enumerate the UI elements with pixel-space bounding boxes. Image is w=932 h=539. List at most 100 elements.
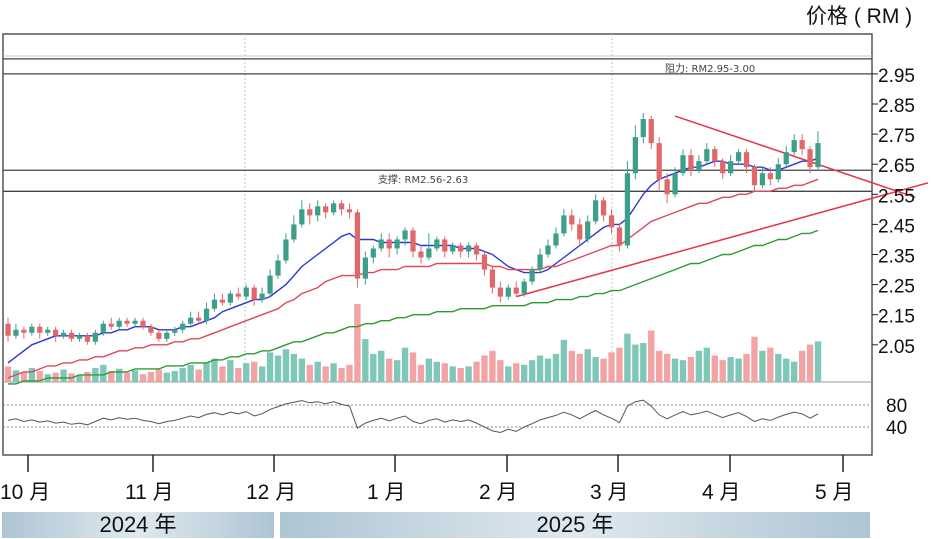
candle: [529, 266, 535, 285]
volume-bar: [393, 360, 401, 382]
trendline-0: [674, 115, 916, 199]
volume-bar: [568, 350, 575, 382]
candle: [593, 194, 599, 225]
candle: [600, 197, 607, 222]
candle-body: [84, 335, 91, 342]
candle: [323, 203, 329, 219]
candle: [616, 224, 623, 252]
volume-bar: [60, 369, 67, 382]
volume-bar: [783, 358, 790, 382]
volume-bar: [441, 363, 448, 382]
volume-bar: [274, 355, 282, 382]
candle: [164, 329, 170, 342]
candle: [227, 290, 233, 306]
candle: [791, 134, 797, 156]
volume-bar: [521, 364, 528, 382]
volume-bar: [536, 355, 544, 382]
candle-body: [600, 200, 607, 216]
volume-bar: [155, 369, 163, 382]
candle-body: [561, 215, 567, 234]
candle: [203, 302, 210, 324]
volume-bar: [211, 358, 218, 382]
candle-body: [593, 200, 599, 222]
volume-bar: [544, 358, 552, 382]
candle: [553, 227, 559, 249]
candle-body: [775, 164, 781, 180]
volume-bar: [687, 357, 695, 382]
candle-body: [338, 203, 345, 210]
candle: [307, 203, 313, 225]
axes: 2.05 2.15 2.25 2.35 2.45 2.55 2.65 2.75 2.85 2.95…: [0, 66, 915, 504]
candle-body: [172, 329, 178, 333]
moving-average-line-1: [7, 178, 819, 379]
candle-body: [60, 332, 67, 336]
volume-bar: [791, 361, 798, 382]
candle-body: [712, 149, 718, 162]
volume-bar: [76, 374, 83, 382]
candle: [267, 269, 273, 297]
candle-body: [537, 254, 543, 270]
candle: [354, 209, 361, 288]
candle-body: [616, 227, 623, 246]
candle-body: [156, 332, 162, 339]
candle: [569, 209, 575, 231]
candle: [235, 287, 241, 300]
candle: [68, 329, 75, 342]
candle-body: [696, 161, 702, 171]
candle-body: [751, 167, 758, 186]
candle-body: [76, 335, 83, 339]
candle-body: [434, 239, 440, 249]
candle: [434, 236, 440, 252]
candle: [188, 311, 194, 327]
candle-body: [29, 326, 35, 333]
candlesticks: [5, 113, 821, 345]
volume-bar: [84, 371, 91, 382]
candle-body: [188, 317, 194, 324]
volume-bar: [671, 358, 679, 382]
candle-body: [307, 209, 313, 216]
volume-bar: [481, 355, 488, 382]
volume-bar: [282, 349, 290, 382]
volume-bar: [139, 374, 147, 382]
candle-body: [791, 140, 797, 153]
candle: [497, 281, 503, 303]
candle: [743, 149, 750, 174]
volume-bar: [632, 344, 639, 382]
rsi-line: [7, 399, 819, 434]
candle-body: [362, 257, 368, 279]
candle-body: [513, 287, 519, 294]
x-tick-label: 2 月: [479, 481, 518, 504]
volume-bar: [346, 364, 353, 382]
candle: [60, 329, 67, 339]
candle: [386, 233, 392, 258]
candle-body: [704, 149, 710, 162]
candle: [338, 200, 345, 216]
volume-bar: [36, 371, 43, 382]
year-band-2024: 2024 年: [2, 512, 274, 538]
moving-average-line-0: [7, 157, 819, 364]
candle-body: [386, 239, 392, 249]
candle-body: [648, 119, 654, 144]
volume-bar: [266, 352, 274, 382]
y-tick-label: 2.75: [878, 126, 915, 147]
candle: [275, 254, 281, 279]
candle: [680, 149, 686, 177]
candle-body: [505, 287, 511, 297]
candle-body: [553, 233, 559, 246]
volume-bar: [457, 367, 464, 382]
candle-body: [235, 293, 241, 297]
volume-bar: [775, 353, 782, 382]
candle-body: [323, 206, 329, 213]
y-tick-label: 2.15: [878, 307, 915, 328]
candle-body: [124, 320, 130, 324]
candle: [243, 284, 249, 300]
candle: [783, 146, 789, 168]
moving-averages: [7, 157, 819, 385]
candle-body: [656, 143, 662, 180]
candle: [21, 326, 27, 339]
candle: [513, 281, 519, 297]
volume-bar: [28, 367, 35, 382]
candle-body: [227, 293, 233, 303]
candle-body: [426, 248, 432, 258]
